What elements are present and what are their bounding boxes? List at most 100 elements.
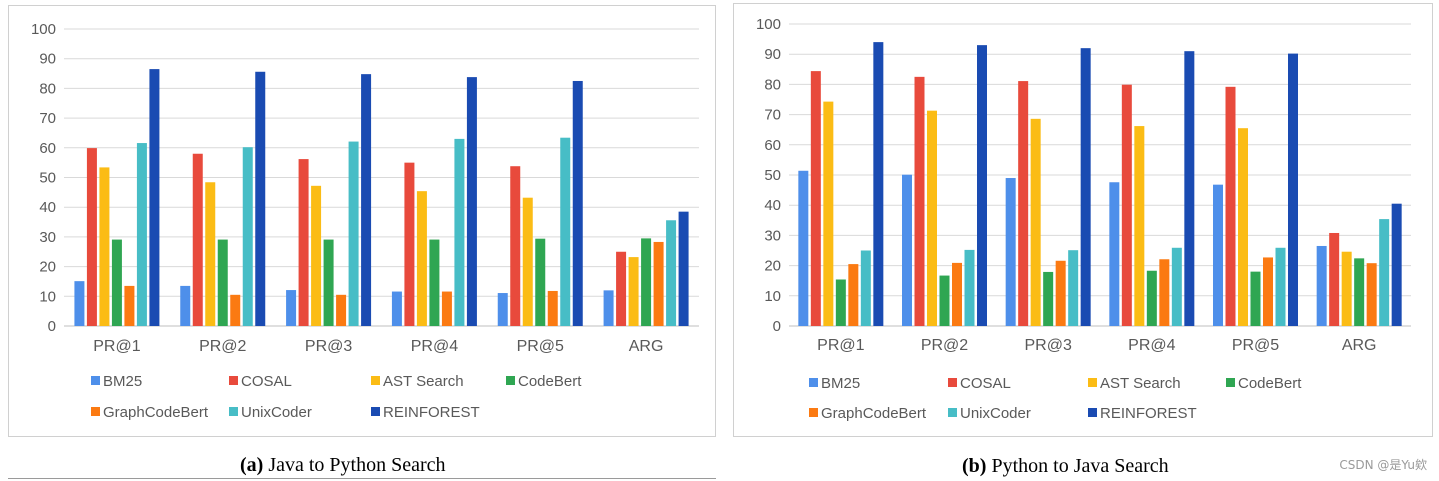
chartb-bar-graphcodebert (1263, 257, 1273, 326)
charta-legend-label: AST Search (383, 373, 464, 390)
chartb-ytick-label: 0 (773, 318, 781, 335)
charta-legend-label: GraphCodeBert (103, 404, 209, 421)
caption-b-text: Python to Java Search (991, 455, 1169, 477)
charta-bar-ast-search (522, 197, 533, 326)
charta-legend-swatch (371, 407, 380, 416)
charta-bar-graphcodebert (547, 290, 558, 326)
chartb-bar-ast-search (823, 101, 834, 326)
chartb-bar-reinforest (1080, 48, 1091, 326)
charta-bar-cosal (616, 251, 627, 326)
charta-ytick-label: 90 (39, 51, 56, 68)
chartb-bar-ast-search (1238, 128, 1248, 326)
chartb-bar-codebert (1043, 271, 1054, 326)
charta-bar-codebert (217, 239, 228, 326)
chartb-bar-bm25 (1316, 245, 1327, 326)
chart-b-svg: 0 10 20 30 40 50 60 70 80 90 100 PR@1 PR@2 PR@3 PR@4 PR… (756, 16, 1411, 422)
charta-category-label: PR@5 (517, 338, 564, 355)
chartb-legend-swatch (948, 378, 957, 387)
chartb-legend-label: REINFOREST (1100, 405, 1197, 422)
chartb-bar-reinforest (977, 45, 987, 326)
chartb-ytick-label: 70 (764, 107, 781, 124)
charta-bar-unixcoder (242, 147, 253, 326)
caption-a: (a) Java to Python Search (240, 454, 446, 477)
charta-bar-graphcodebert (441, 291, 452, 326)
charta-bar-bm25 (286, 290, 297, 326)
charta-bar-bm25 (497, 293, 508, 326)
chartb-bar-graphcodebert (1159, 259, 1170, 326)
chartb-bar-bm25 (902, 174, 912, 326)
chartb-bar-bm25 (798, 170, 809, 326)
caption-a-text: Java to Python Search (268, 454, 446, 476)
charta-legend-label: UnixCoder (241, 404, 312, 421)
charta-bar-unixcoder (348, 141, 359, 326)
charta-ytick-label: 30 (39, 229, 56, 246)
charta-bar-cosal (298, 159, 309, 326)
charta-bar-codebert (111, 239, 122, 326)
charta-bar-bm25 (603, 290, 614, 326)
charta-category-label: PR@4 (411, 338, 458, 355)
chartb-bar-unixcoder (964, 249, 975, 326)
charta-legend-label: REINFOREST (383, 404, 480, 421)
charta-category-label: PR@3 (305, 338, 352, 355)
charta-ytick-label: 100 (31, 21, 56, 38)
charta-category-label: ARG (629, 338, 664, 355)
chartb-legend-swatch (948, 408, 957, 417)
chartb-bar-codebert (835, 279, 846, 326)
chartb-bar-ast-search (1030, 118, 1041, 326)
charta-legend-swatch (229, 407, 238, 416)
charta-bar-ast-search (311, 185, 322, 326)
chartb-category-label: PR@1 (817, 337, 864, 354)
caption-a-label: (a) (240, 454, 264, 476)
caption-a-rule (8, 478, 716, 479)
chartb-bar-graphcodebert (848, 264, 859, 326)
chartb-bar-cosal (1329, 232, 1340, 326)
chart-panel-a: 0 10 20 30 40 50 60 70 80 90 100 PR@1 PR@2 PR@3 PR@4 PR… (8, 5, 716, 437)
charta-legend-swatch (371, 376, 380, 385)
chartb-bar-cosal (1121, 84, 1132, 327)
chartb-ytick-label: 20 (764, 258, 781, 275)
chartb-bar-graphcodebert (1055, 260, 1066, 326)
chartb-bar-unixcoder (1275, 247, 1286, 326)
charta-bar-unixcoder (666, 220, 677, 326)
charta-bar-graphcodebert (336, 294, 347, 326)
charta-category-label: PR@1 (93, 338, 140, 355)
chartb-ytick-label: 10 (764, 288, 781, 305)
charta-bar-unixcoder (560, 137, 571, 326)
charta-bar-bm25 (180, 285, 191, 326)
charta-bar-codebert (641, 238, 652, 326)
chartb-bar-bm25 (1213, 184, 1223, 326)
charta-bar-codebert (323, 239, 334, 326)
chartb-category-label: PR@5 (1232, 337, 1279, 354)
charta-legend-swatch (91, 376, 100, 385)
chartb-legend-swatch (809, 408, 818, 417)
charta-bar-cosal (192, 153, 203, 326)
charta-legend-swatch (506, 376, 515, 385)
chartb-bar-ast-search (1134, 126, 1145, 327)
chartb-legend-label: COSAL (960, 375, 1011, 392)
chartb-legend-label: GraphCodeBert (821, 405, 927, 422)
chartb-ytick-label: 80 (764, 76, 781, 93)
charta-bar-reinforest (361, 74, 372, 326)
charta-ytick-label: 60 (39, 140, 56, 157)
charta-ytick-label: 10 (39, 288, 56, 305)
charta-legend-swatch (91, 407, 100, 416)
charta-bar-unixcoder (136, 143, 147, 326)
chartb-bar-ast-search (1341, 251, 1352, 326)
chartb-category-label: ARG (1342, 337, 1377, 354)
charta-legend-label: BM25 (103, 373, 142, 390)
chartb-category-label: PR@2 (921, 337, 968, 354)
charta-ytick-label: 40 (39, 199, 56, 216)
chartb-bar-codebert (939, 275, 950, 326)
charta-bar-reinforest (149, 69, 160, 326)
chartb-legend-swatch (809, 378, 818, 387)
charta-bar-codebert (535, 238, 546, 326)
charta-bar-ast-search (99, 167, 110, 326)
chartb-ytick-label: 60 (764, 137, 781, 154)
chartb-legend-swatch (1088, 408, 1097, 417)
chartb-ytick-label: 50 (764, 167, 781, 184)
chartb-legend-label: AST Search (1100, 375, 1181, 392)
chartb-bar-unixcoder (1068, 250, 1079, 326)
chartb-bar-bm25 (1109, 182, 1120, 326)
chartb-bar-cosal (914, 76, 925, 326)
charta-bar-cosal (86, 148, 97, 326)
